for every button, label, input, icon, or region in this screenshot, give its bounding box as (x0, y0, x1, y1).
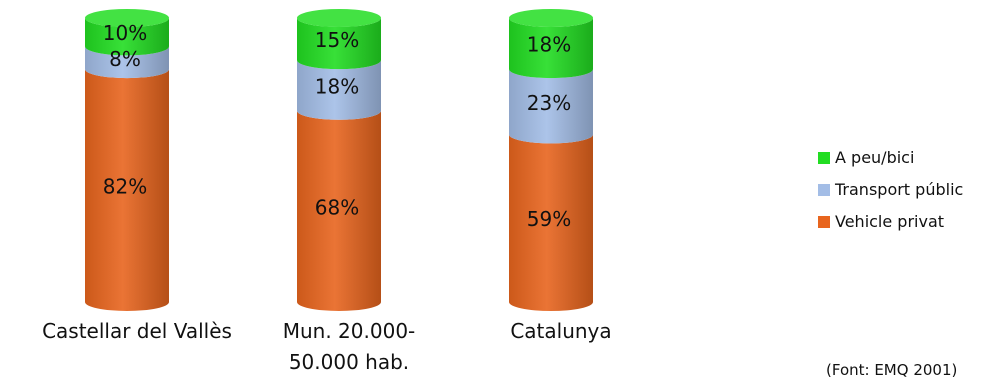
legend-swatch (818, 152, 830, 164)
legend-swatch (818, 184, 830, 196)
bar-segment-a-peu-bici (297, 18, 381, 70)
data-label: 8% (109, 47, 141, 71)
category-label: Mun. 20.000- (283, 319, 416, 343)
bar-segment-vehicle-privat (85, 69, 169, 311)
source-note: (Font: EMQ 2001) (826, 361, 957, 377)
legend-item-vehicle-privat: Vehicle privat (818, 212, 944, 231)
category-label: Catalunya (510, 319, 611, 343)
bar-segment-vehicle-privat (509, 134, 593, 311)
cylinder-top (509, 9, 593, 27)
legend-label: Vehicle privat (835, 212, 944, 231)
cylinder-top (85, 9, 169, 27)
legend-label: A peu/bici (835, 148, 914, 167)
cylinder-mun-20-000: 68% 18% 15% (297, 9, 381, 311)
bar-segment-a-peu-bici (509, 18, 593, 79)
cylinder-castellar-del-valles: 82% 8%10% (85, 9, 169, 311)
data-label: 10% (103, 21, 147, 45)
bar-segment-transport-public (85, 46, 169, 79)
data-label: 68% (315, 195, 359, 219)
cylinders: 82% 8%10% 68% 18% 15% 59% 23% 18% (85, 9, 593, 311)
data-label: 15% (315, 28, 359, 52)
bar-segment-transport-public (509, 69, 593, 144)
cylinder-catalunya: 59% 23% 18% (509, 9, 593, 311)
cylinder-top (297, 9, 381, 27)
data-label: 59% (527, 207, 571, 231)
data-label: 23% (527, 91, 571, 115)
legend-item-transport-public: Transport públic (818, 180, 963, 199)
category-labels: Castellar del Vallès Mun. 20.000- 50.000 h… (42, 319, 612, 374)
data-label: 18% (315, 74, 359, 98)
bar-segment-a-peu-bici (85, 18, 169, 56)
bar-segment-vehicle-privat (297, 110, 381, 311)
category-label: 50.000 hab. (289, 350, 409, 374)
legend-swatch (818, 216, 830, 228)
data-label: 82% (103, 175, 147, 199)
legend-item-a-peu-bici: A peu/bici (818, 148, 914, 167)
legend-label: Transport públic (834, 180, 963, 199)
category-label: Castellar del Vallès (42, 319, 232, 343)
legend: A peu/bici Transport públic Vehicle privat (818, 148, 963, 231)
data-label: 18% (527, 33, 571, 57)
bar-segment-transport-public (297, 60, 381, 120)
